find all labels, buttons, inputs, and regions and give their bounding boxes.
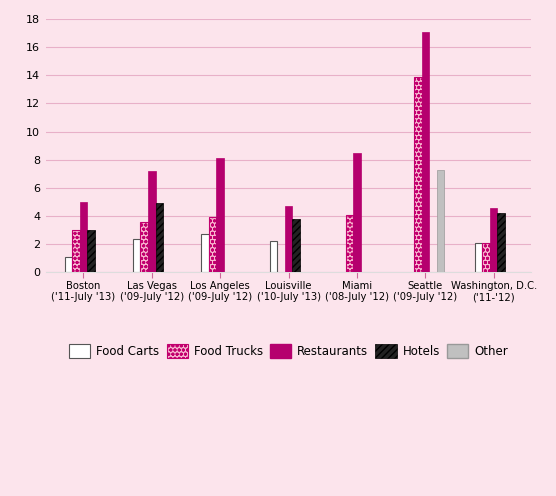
- Bar: [87, 230, 95, 272]
- Bar: [148, 171, 156, 272]
- Bar: [292, 219, 300, 272]
- Bar: [156, 203, 163, 272]
- Bar: [216, 158, 224, 272]
- Bar: [421, 32, 429, 272]
- Bar: [209, 217, 216, 272]
- Bar: [133, 239, 141, 272]
- Bar: [346, 215, 353, 272]
- Bar: [72, 230, 80, 272]
- Bar: [64, 257, 72, 272]
- Bar: [490, 208, 498, 272]
- Bar: [498, 213, 505, 272]
- Bar: [285, 206, 292, 272]
- Bar: [414, 77, 421, 272]
- Bar: [353, 153, 361, 272]
- Bar: [201, 234, 209, 272]
- Bar: [483, 243, 490, 272]
- Bar: [436, 170, 444, 272]
- Bar: [80, 202, 87, 272]
- Bar: [270, 242, 277, 272]
- Bar: [475, 243, 483, 272]
- Bar: [141, 222, 148, 272]
- Legend: Food Carts, Food Trucks, Restaurants, Hotels, Other: Food Carts, Food Trucks, Restaurants, Ho…: [64, 339, 513, 363]
